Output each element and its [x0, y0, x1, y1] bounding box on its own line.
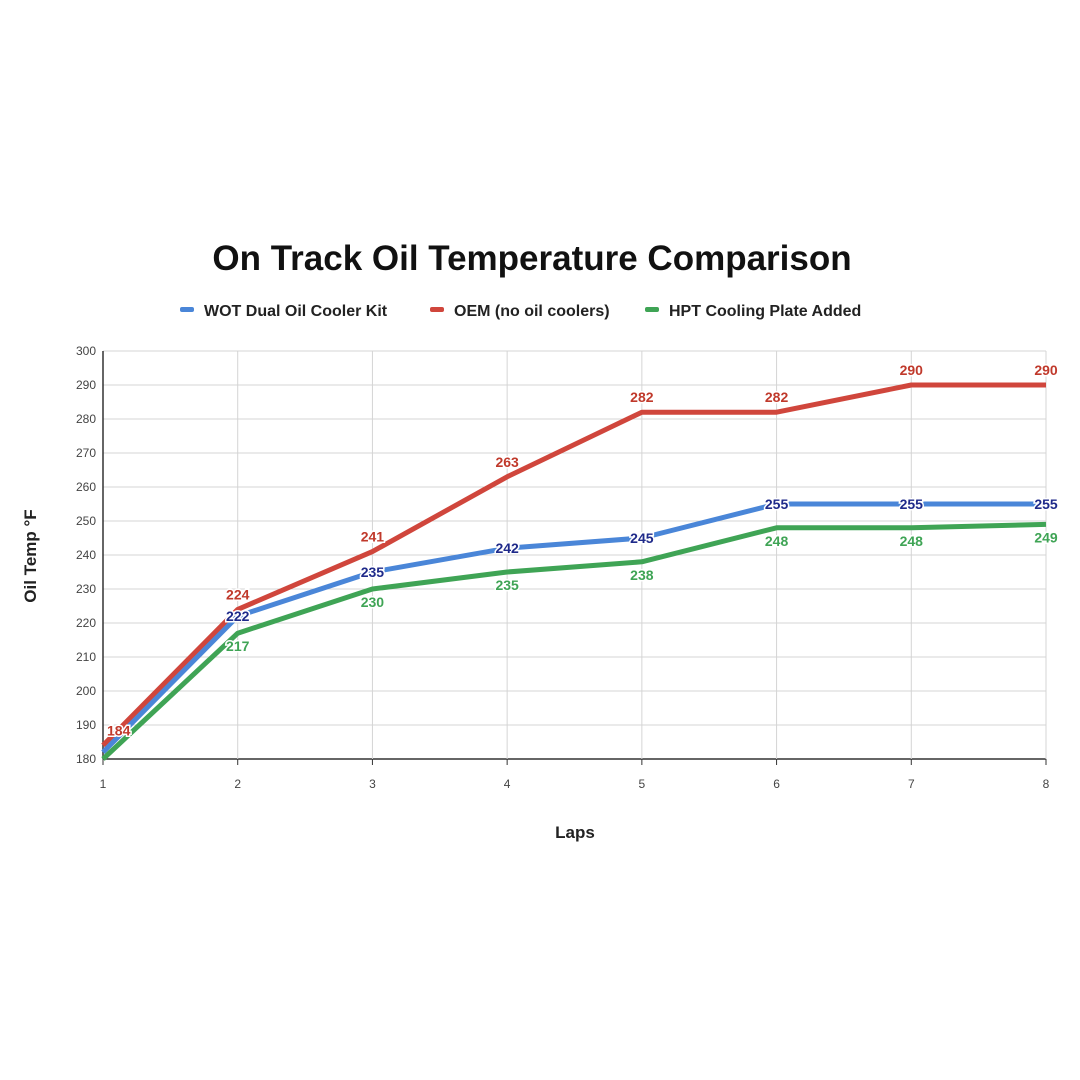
grid: 180 190 200 210 220 230 240 250 260 270 280 290 300 1…	[76, 344, 1050, 791]
x-tick-label: 4	[504, 777, 511, 791]
data-label: 290	[1034, 362, 1058, 378]
data-label: 242	[495, 540, 519, 556]
data-label: 248	[765, 533, 789, 549]
y-tick-label: 270	[76, 446, 96, 460]
x-tick-label: 1	[100, 777, 107, 791]
legend-swatch	[180, 307, 194, 312]
data-label: 255	[765, 496, 789, 512]
data-label: 184	[107, 722, 131, 738]
series-line-0	[101, 501, 1046, 754]
x-tick-label: 6	[773, 777, 780, 791]
y-tick-label: 220	[76, 616, 96, 630]
data-label: 235	[361, 564, 385, 580]
legend-swatch	[645, 307, 659, 312]
data-label: 255	[900, 496, 924, 512]
x-tick-label: 2	[234, 777, 241, 791]
legend-label: WOT Dual Oil Cooler Kit	[204, 303, 388, 320]
legend-label: HPT Cooling Plate Added	[669, 303, 861, 320]
data-label: 249	[1034, 529, 1058, 545]
data-labels: 222 235 242 245 255 255 255 184 224 241 263 282 282 2…	[106, 361, 1060, 740]
series-line-2	[101, 521, 1047, 761]
legend: WOT Dual Oil Cooler Kit OEM (no oil coole…	[180, 303, 861, 320]
data-label: 230	[361, 594, 385, 610]
y-tick-label: 230	[76, 582, 96, 596]
chart-title: On Track Oil Temperature Comparison	[212, 239, 851, 278]
x-axis-label: Laps	[555, 823, 595, 842]
data-label: 241	[361, 529, 385, 545]
data-label: 263	[495, 454, 519, 470]
y-tick-label: 290	[76, 378, 96, 392]
data-label: 235	[495, 577, 519, 593]
y-tick-label: 260	[76, 480, 96, 494]
series-line-1	[101, 382, 1046, 748]
x-tick-label: 7	[908, 777, 915, 791]
data-label: 255	[1034, 496, 1058, 512]
data-label: 282	[765, 389, 789, 405]
y-tick-label: 280	[76, 412, 96, 426]
data-label: 245	[630, 530, 654, 546]
y-tick-label: 210	[76, 650, 96, 664]
x-tick-label: 3	[369, 777, 376, 791]
y-axis-label: Oil Temp °F	[21, 509, 40, 602]
data-label: 222	[226, 608, 250, 624]
y-tick-label: 190	[76, 718, 96, 732]
data-label: 282	[630, 389, 654, 405]
data-label: 290	[900, 362, 924, 378]
y-tick-label: 300	[76, 344, 96, 358]
legend-swatch	[430, 307, 444, 312]
data-label: 248	[900, 533, 924, 549]
y-tick-label: 250	[76, 514, 96, 528]
y-tick-label: 200	[76, 684, 96, 698]
y-tick-label: 180	[76, 752, 96, 766]
y-tick-label: 240	[76, 548, 96, 562]
series-lines	[101, 382, 1047, 761]
data-label: 217	[226, 638, 250, 654]
x-tick-label: 8	[1043, 777, 1050, 791]
x-tick-label: 5	[639, 777, 646, 791]
legend-label: OEM (no oil coolers)	[454, 303, 610, 320]
data-label: 238	[630, 567, 654, 583]
data-label: 224	[226, 586, 250, 602]
